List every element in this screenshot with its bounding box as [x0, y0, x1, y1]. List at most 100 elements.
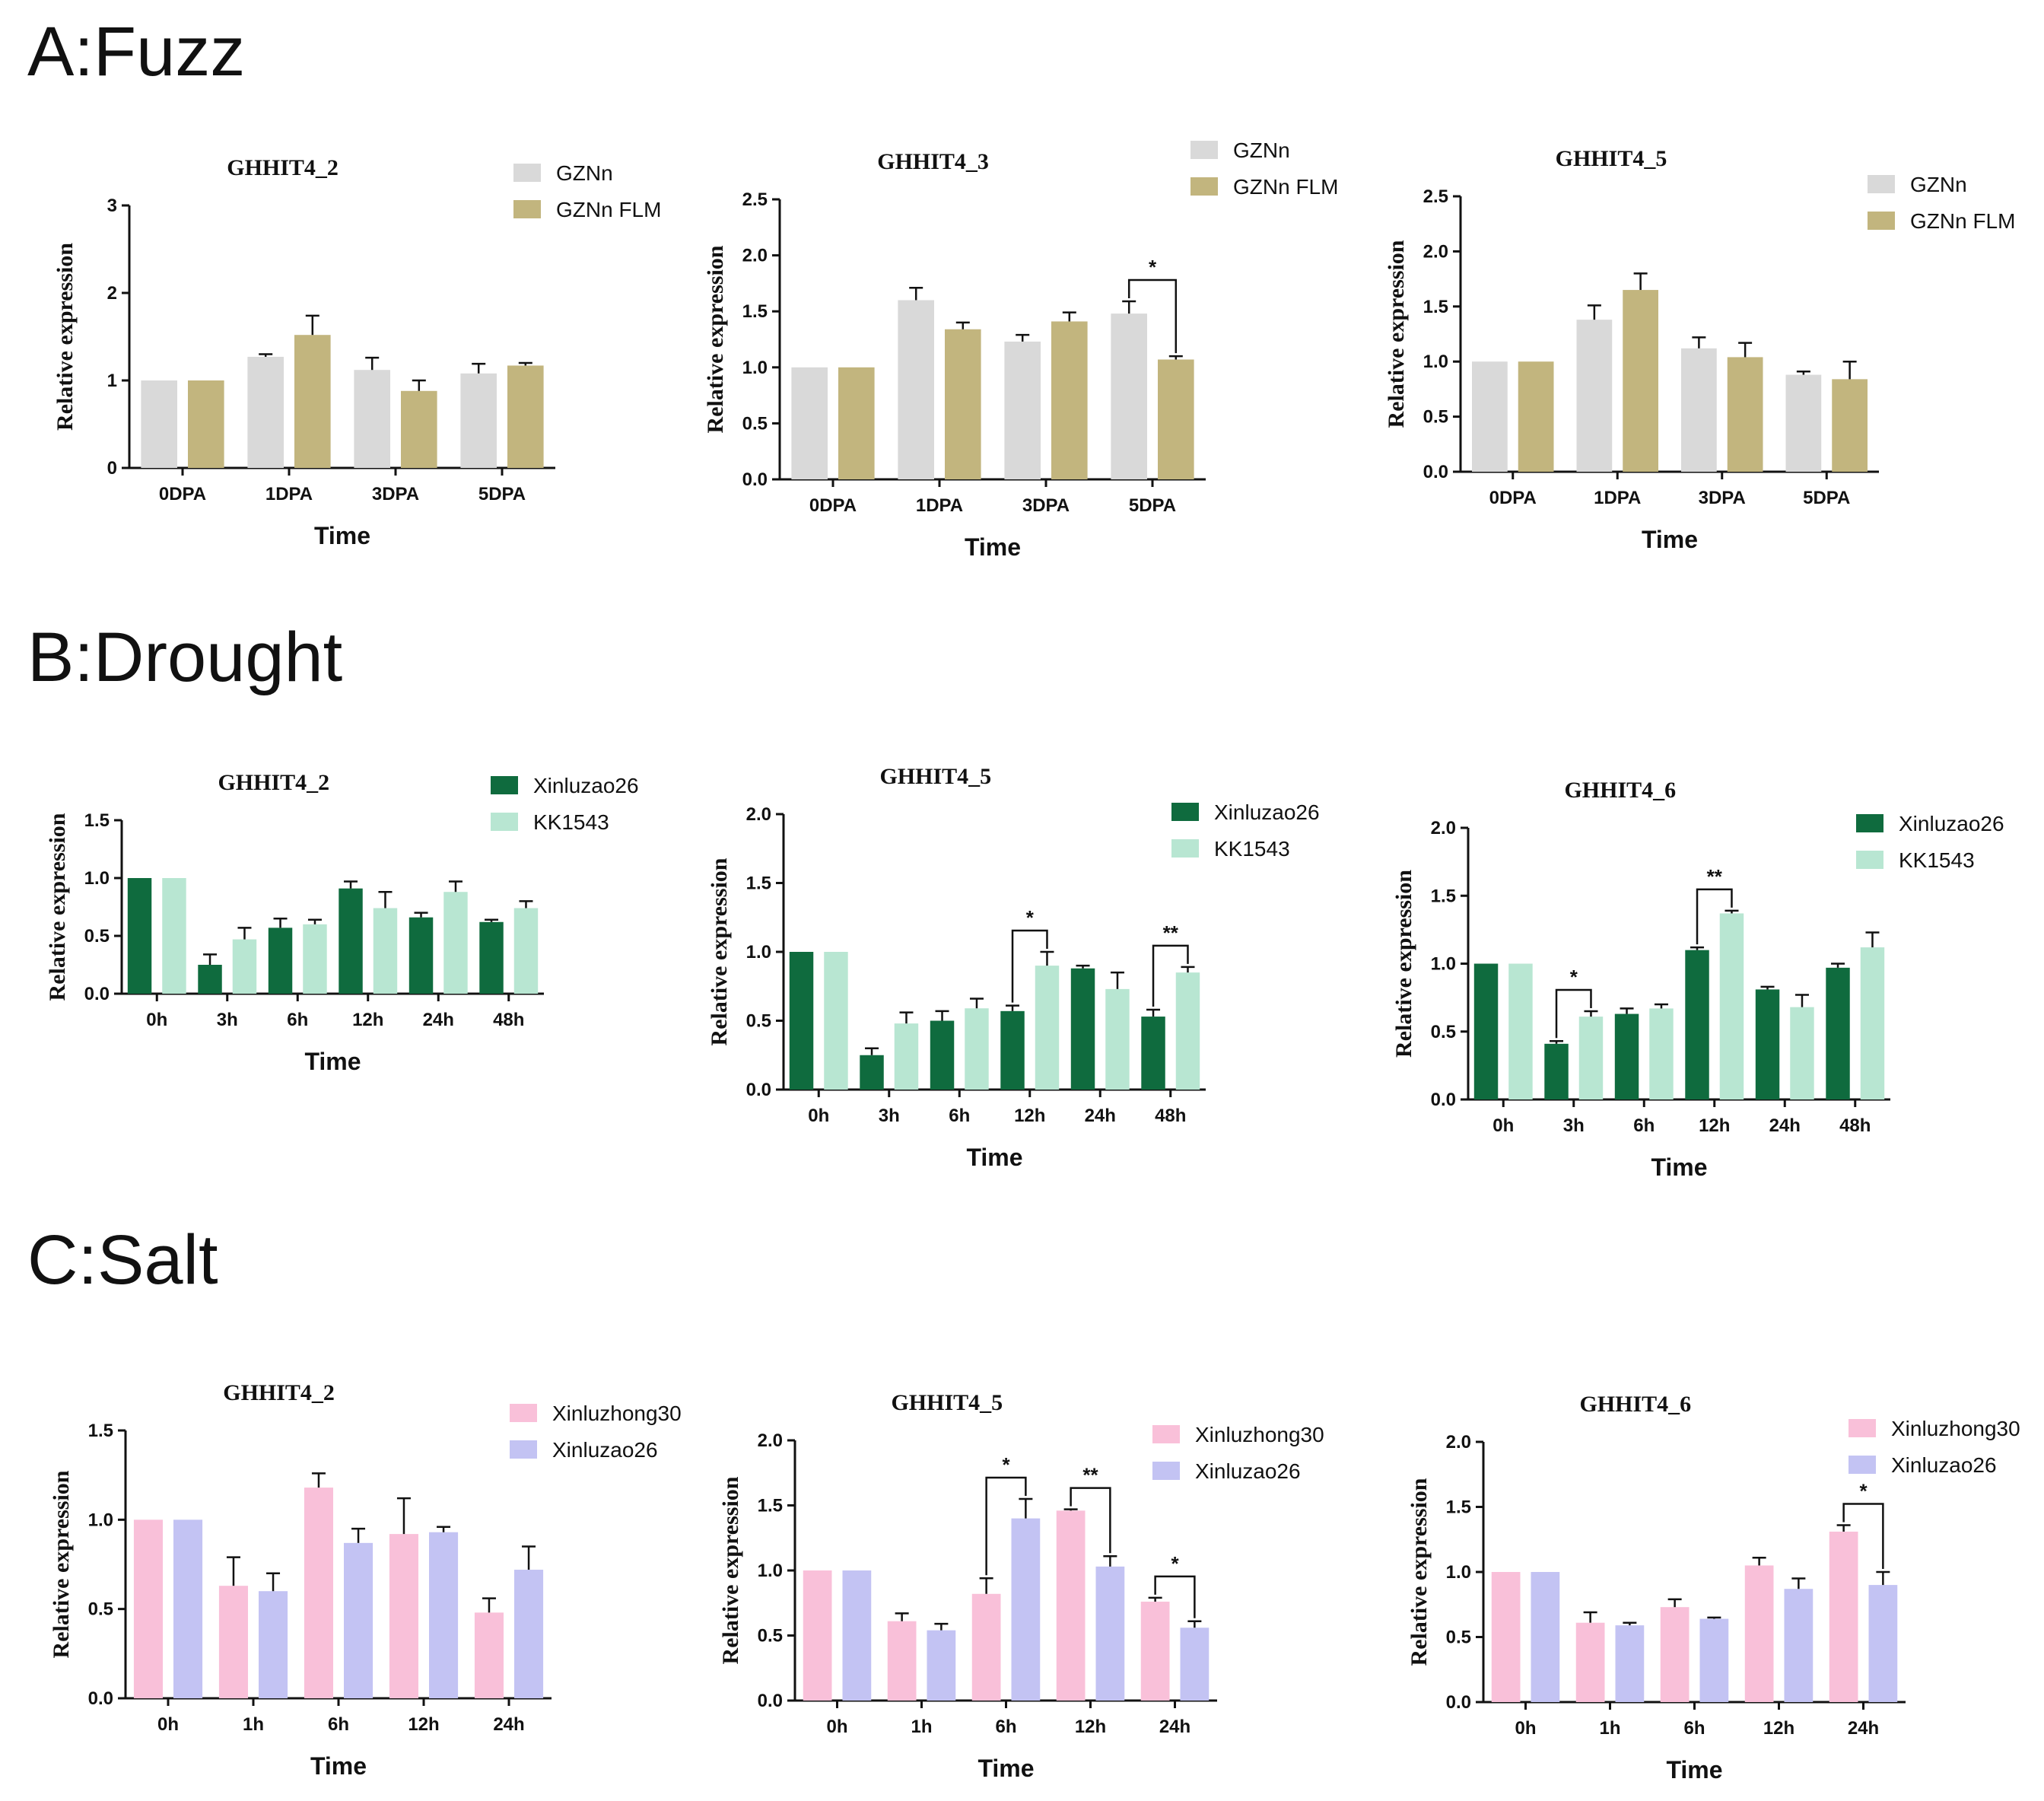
legend-label: KK1543	[1214, 837, 1290, 861]
bar-kk1543	[1175, 972, 1200, 1090]
y-tick-label: 0.0	[1423, 462, 1448, 482]
x-tick-label: 3h	[879, 1106, 900, 1126]
significance-bracket	[1555, 988, 1592, 1039]
legend-swatch	[491, 813, 518, 831]
bar-xinluzao26	[1141, 1017, 1165, 1090]
y-tick-label: 1.0	[742, 358, 768, 378]
bar-kk1543	[303, 924, 327, 994]
x-tick-label: 3DPA	[1699, 488, 1746, 508]
x-tick-label: 0h	[1515, 1718, 1536, 1739]
legend-swatch	[1190, 141, 1218, 159]
significance-label: **	[1082, 1464, 1098, 1487]
bar-gznn-flm	[401, 390, 437, 468]
bar-xinluzao26	[789, 952, 814, 1090]
bar-kk1543	[1578, 1017, 1604, 1099]
legend-label: GZNn	[556, 161, 613, 185]
chart-svg: GHHIT4_2 0.0 0.5 1.0 1.5 0h 1h 6h 12h 24h Time Rela…	[49, 1380, 682, 1780]
y-tick-label: 0.0	[1431, 1090, 1456, 1110]
y-tick-label: 0.0	[746, 1080, 771, 1100]
y-tick-label: 0.0	[84, 984, 110, 1004]
chart-fuzz-ghhit4-3: GHHIT4_3 0.0 0.5 1.0 1.5 2.0 2.5 0DPA 1DPA 3DPA 5D…	[681, 129, 1350, 578]
significance-label: *	[1149, 256, 1157, 278]
x-tick-label: 0h	[157, 1714, 179, 1735]
significance-bracket	[985, 1476, 1027, 1576]
y-tick-label: 2.0	[742, 246, 768, 266]
bar-xinluzao26	[198, 965, 222, 994]
legend-label: Xinluzao26	[1214, 800, 1320, 824]
x-tick-label: 24h	[493, 1714, 524, 1735]
y-tick-label: 2	[107, 283, 117, 304]
x-tick-label: 5DPA	[1803, 488, 1850, 508]
bar-xinluzhong30	[474, 1612, 504, 1698]
bar-xinluzao26	[930, 1020, 955, 1090]
bar-xinluzhong30	[1491, 1572, 1521, 1702]
y-tick-label: 1.5	[88, 1421, 113, 1441]
bar-gznn-flm	[1623, 290, 1658, 472]
y-tick-label: 0.5	[742, 413, 768, 434]
x-tick-label: 6h	[287, 1010, 308, 1030]
bar-xinluzhong30	[887, 1621, 917, 1701]
y-tick-label: 1.0	[758, 1561, 783, 1581]
bar-xinluzao26	[1614, 1013, 1639, 1099]
bar-xinluzhong30	[1829, 1531, 1858, 1702]
bar-kk1543	[1790, 1007, 1814, 1099]
bar-gznn	[1785, 374, 1822, 472]
legend-swatch	[1849, 1419, 1876, 1437]
x-axis-label: Time	[1666, 1756, 1722, 1783]
y-tick-label: 2.0	[1423, 241, 1448, 262]
chart-svg: GHHIT4_3 0.0 0.5 1.0 1.5 2.0 2.5 0DPA 1DPA 3DPA 5D…	[703, 138, 1338, 561]
x-tick-label: 3DPA	[1022, 495, 1070, 516]
chart-drought-ghhit4-6: GHHIT4_6 0.0 0.5 1.0 1.5 2.0 0h 3h 6h 12h 24h 48h * *…	[1369, 776, 2039, 1198]
x-axis-label: Time	[314, 522, 370, 549]
bar-xinluzao26	[479, 921, 504, 994]
legend-swatch	[1152, 1425, 1180, 1443]
y-tick-label: 0.0	[742, 469, 768, 490]
x-axis-label: Time	[966, 1144, 1022, 1171]
y-tick-label: 1.0	[84, 868, 110, 889]
y-tick-label: 0.5	[758, 1626, 783, 1647]
bar-xinluzhong30	[803, 1570, 832, 1701]
legend-label: GZNn	[1910, 173, 1967, 196]
significance-label: *	[1002, 1453, 1010, 1476]
significance-label: *	[1859, 1479, 1868, 1502]
legend-label: Xinluzao26	[1899, 812, 2004, 835]
bar-xinluzao26	[1868, 1585, 1898, 1702]
y-tick-label: 3	[107, 196, 117, 216]
x-tick-label: 0h	[808, 1106, 829, 1126]
bar-xinluzao26	[860, 1055, 884, 1090]
significance-label: **	[1707, 865, 1723, 888]
y-tick-label: 1.5	[758, 1496, 783, 1516]
chart-title: GHHIT4_3	[877, 149, 989, 174]
x-tick-label: 0h	[826, 1717, 847, 1737]
x-tick-label: 0h	[1492, 1115, 1514, 1136]
y-tick-label: 0.0	[88, 1688, 113, 1709]
bar-xinluzhong30	[304, 1488, 333, 1698]
section-title-fuzz: A:Fuzz	[27, 13, 246, 91]
chart-title: GHHIT4_2	[218, 770, 329, 795]
bar-xinluzao26	[408, 917, 434, 994]
y-tick-label: 1.5	[742, 301, 768, 322]
section-title-drought: B:Drought	[27, 619, 343, 696]
bar-xinluzao26	[1095, 1566, 1125, 1701]
bar-gznn	[898, 300, 934, 479]
bar-xinluzao26	[344, 1542, 374, 1698]
legend-label: KK1543	[533, 810, 609, 834]
chart-svg: GHHIT4_2 0.0 0.5 1.0 1.5 0h 3h 6h 12h 24h 48h Time R…	[45, 770, 639, 1075]
bar-xinluzao26	[1070, 968, 1095, 1090]
bar-xinluzao26	[514, 1570, 544, 1698]
bar-gznn-flm	[507, 365, 544, 468]
bar-kk1543	[1508, 963, 1533, 1099]
bar-kk1543	[1649, 1008, 1674, 1099]
significance-bracket	[1154, 1575, 1196, 1618]
significance-bracket	[1696, 888, 1733, 945]
x-tick-label: 12h	[1699, 1115, 1730, 1136]
legend-swatch	[1856, 814, 1883, 832]
chart-title: GHHIT4_5	[1556, 146, 1667, 171]
y-axis-label: Relative expression	[703, 245, 728, 433]
bar-xinluzao26	[1826, 967, 1850, 1099]
chart-drought-ghhit4-2: GHHIT4_2 0.0 0.5 1.0 1.5 0h 3h 6h 12h 24h 48h Time R…	[23, 753, 692, 1093]
bar-gznn	[791, 367, 828, 479]
legend-swatch	[1190, 177, 1218, 196]
x-tick-label: 12h	[352, 1010, 383, 1030]
x-tick-label: 12h	[1075, 1717, 1106, 1737]
